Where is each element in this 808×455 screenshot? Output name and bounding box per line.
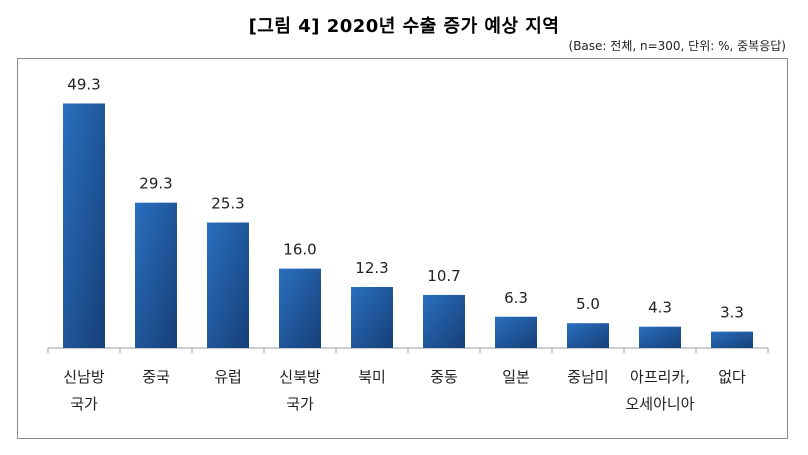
bar — [279, 268, 321, 348]
bar — [351, 286, 393, 348]
category-label: 신북방 — [279, 368, 321, 386]
value-label: 3.3 — [720, 304, 744, 322]
bar — [495, 316, 537, 348]
category-label: 북미 — [358, 368, 386, 386]
category-label: 유럽 — [214, 368, 242, 386]
value-label: 29.3 — [139, 175, 172, 193]
bars-group — [63, 103, 753, 348]
value-labels: 49.3 29.3 25.3 16.0 12.3 10.7 6.3 5.0 4.3 3.3 — [67, 75, 744, 321]
bar — [423, 294, 465, 348]
chart-frame — [17, 58, 788, 439]
value-label: 16.0 — [283, 241, 316, 259]
chart-title: [그림 4] 2020년 수출 증가 예상 지역 — [248, 16, 560, 37]
value-label: 10.7 — [427, 267, 460, 285]
category-label: 중국 — [142, 368, 170, 386]
category-label: 중남미 — [567, 368, 608, 386]
category-label: 아프리카, — [630, 368, 690, 386]
value-label: 25.3 — [211, 195, 244, 213]
bar — [207, 222, 249, 348]
category-label: 없다 — [718, 368, 746, 386]
category-label: 일본 — [502, 368, 530, 386]
value-label: 49.3 — [67, 75, 100, 93]
value-label: 12.3 — [355, 259, 388, 277]
category-label: 오세아니아 — [625, 395, 694, 413]
category-label: 중동 — [430, 368, 458, 386]
bar — [639, 326, 681, 348]
category-label: 국가 — [70, 395, 98, 413]
bar — [63, 103, 105, 348]
bar — [135, 202, 177, 348]
bar — [711, 331, 753, 348]
chart-note: (Base: 전체, n=300, 단위: %, 중복응답) — [568, 39, 786, 53]
x-axis-ticks — [47, 348, 769, 353]
category-label: 신남방 — [63, 368, 105, 386]
value-label: 6.3 — [504, 289, 528, 307]
value-label: 5.0 — [576, 295, 600, 313]
category-label: 국가 — [286, 395, 314, 413]
value-label: 4.3 — [648, 299, 672, 317]
bar — [567, 323, 609, 348]
